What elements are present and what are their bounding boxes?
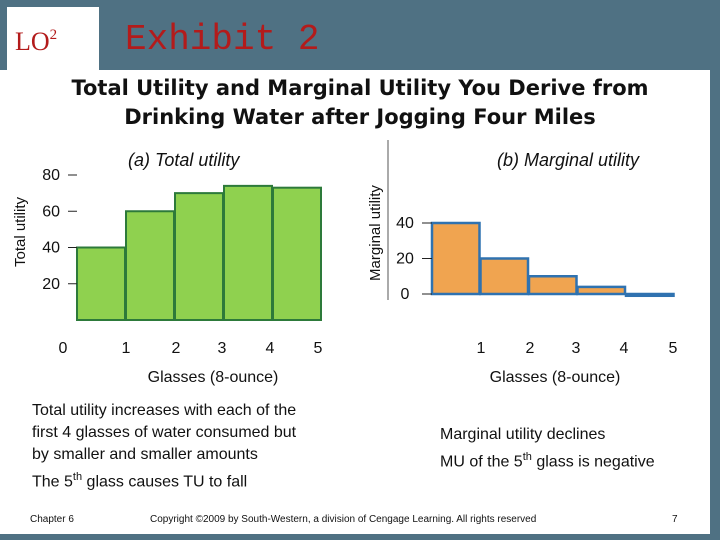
chart-a-x-axis-label: Glasses (8-ounce) xyxy=(148,369,279,386)
lo-number: 2 xyxy=(49,27,58,43)
caption-line: Total utility increases with each of the xyxy=(32,402,297,419)
marginal-utility-bar xyxy=(430,221,481,296)
caption-line: by smaller and smaller amounts xyxy=(32,446,258,463)
lo-text: LO xyxy=(15,27,50,56)
y-tick-label: 60 xyxy=(42,203,60,220)
x-tick-label: 4 xyxy=(266,340,275,357)
total-utility-bar xyxy=(174,192,224,321)
page-title: Total Utility and Marginal Utility You D… xyxy=(20,74,700,132)
caption-text: The 5 xyxy=(32,473,73,491)
copyright-notice: Copyright ©2009 by South-Western, a divi… xyxy=(150,514,537,525)
caption-line: first 4 glasses of water consumed but xyxy=(32,424,297,441)
marginal-utility-bar xyxy=(576,285,627,296)
x-tick-label: 3 xyxy=(218,340,227,357)
x-tick-label: 5 xyxy=(314,340,323,357)
x-tick-label: 2 xyxy=(526,340,535,357)
chart-a-title: (a) Total utility xyxy=(128,150,240,170)
marginal-utility-bar xyxy=(479,257,530,296)
title-line-1: Total Utility and Marginal Utility You D… xyxy=(71,76,649,100)
caption-line: The 5th glass causes TU to fall xyxy=(32,466,362,493)
chapter-label: Chapter 6 xyxy=(30,514,74,525)
x-tick-label: 2 xyxy=(172,340,181,357)
y-tick-label: 40 xyxy=(42,240,60,257)
exhibit-label: Exhibit 2 xyxy=(125,19,320,60)
learning-objective-label: LO2 xyxy=(15,27,57,57)
caption-line: MU of the 5th glass is negative xyxy=(440,446,710,473)
right-border xyxy=(710,0,720,540)
bottom-border xyxy=(0,534,720,540)
total-utility-caption: Total utility increases with each of the… xyxy=(32,400,362,493)
caption-superscript: th xyxy=(522,451,532,463)
header-band xyxy=(0,0,720,70)
total-utility-bar xyxy=(125,210,175,321)
chart-b-x-axis-label: Glasses (8-ounce) xyxy=(490,369,621,386)
x-tick-label: 1 xyxy=(477,340,486,357)
y-tick-label: 80 xyxy=(42,167,60,184)
chart-a-y-axis-label: Total utility xyxy=(12,196,29,267)
chart-b-title: (b) Marginal utility xyxy=(497,150,640,170)
y-tick-label: 20 xyxy=(42,276,60,293)
caption-text: glass causes TU to fall xyxy=(82,473,248,491)
x-tick-label: 3 xyxy=(572,340,581,357)
total-utility-bar xyxy=(272,186,322,321)
title-line-2: Drinking Water after Jogging Four Miles xyxy=(124,105,596,129)
x-tick-label: 0 xyxy=(59,340,68,357)
caption-line: Marginal utility declines xyxy=(440,426,606,443)
marginal-utility-bar xyxy=(527,275,578,296)
x-tick-label: 4 xyxy=(620,340,629,357)
marginal-utility-bar xyxy=(624,292,675,298)
caption-text: glass is negative xyxy=(531,453,655,471)
total-utility-bar xyxy=(76,246,126,321)
chart-b-y-axis-label: Marginal utility xyxy=(367,185,384,281)
page-number: 7 xyxy=(672,514,678,525)
total-utility-bar xyxy=(223,184,273,321)
caption-superscript: th xyxy=(72,471,83,483)
x-tick-label: 5 xyxy=(669,340,678,357)
y-tick-label: 0 xyxy=(401,286,410,303)
marginal-utility-caption: Marginal utility declines MU of the 5th … xyxy=(440,424,710,473)
y-tick-label: 20 xyxy=(396,251,414,268)
learning-objective-box: LO2 xyxy=(7,7,99,91)
caption-text: MU of the 5 xyxy=(440,453,523,471)
x-tick-label: 1 xyxy=(122,340,131,357)
y-tick-label: 40 xyxy=(396,215,414,232)
